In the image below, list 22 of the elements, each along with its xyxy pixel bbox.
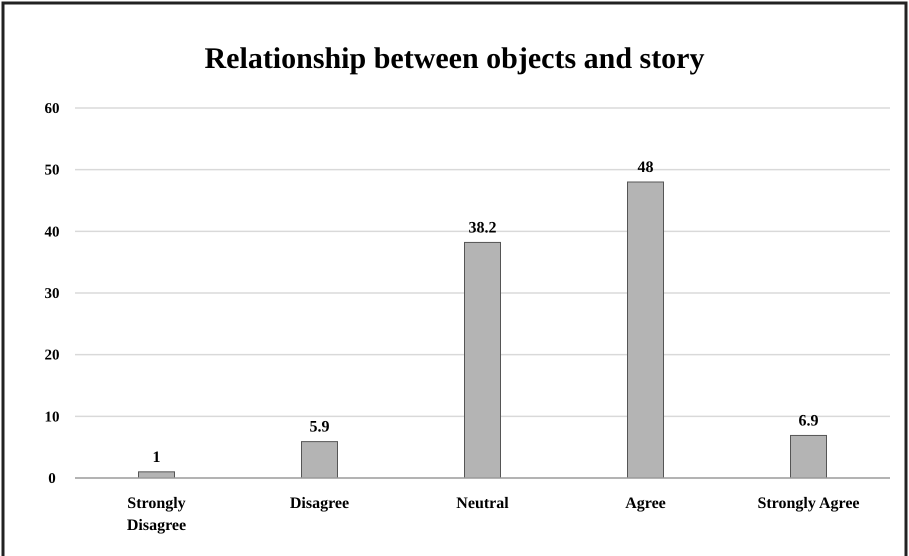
y-tick-label: 0 xyxy=(48,471,56,487)
y-tick-label: 40 xyxy=(44,224,60,240)
x-tick-label: Neutral xyxy=(456,495,510,512)
data-label: 5.9 xyxy=(310,418,330,436)
y-tick-label: 50 xyxy=(44,162,60,179)
x-tick-label: Strongly Disagree xyxy=(126,495,186,534)
x-tick-label: Disagree xyxy=(290,495,350,512)
y-tick-label: 60 xyxy=(44,101,60,117)
bar xyxy=(464,242,501,478)
data-label: 48 xyxy=(638,159,654,176)
data-label: 6.9 xyxy=(798,412,818,430)
y-tick-label: 20 xyxy=(44,348,60,364)
y-tick-label: 30 xyxy=(44,286,60,302)
data-label: 1 xyxy=(152,448,160,466)
data-label: 38.2 xyxy=(468,219,496,236)
bar xyxy=(627,182,664,478)
chart-title: Relationship between objects and story xyxy=(204,42,704,75)
bar xyxy=(301,441,338,478)
bar xyxy=(790,434,827,478)
x-tick-label: Strongly Agree xyxy=(757,495,860,512)
x-tick-label: Agree xyxy=(625,495,666,512)
y-tick-label: 10 xyxy=(44,409,60,426)
